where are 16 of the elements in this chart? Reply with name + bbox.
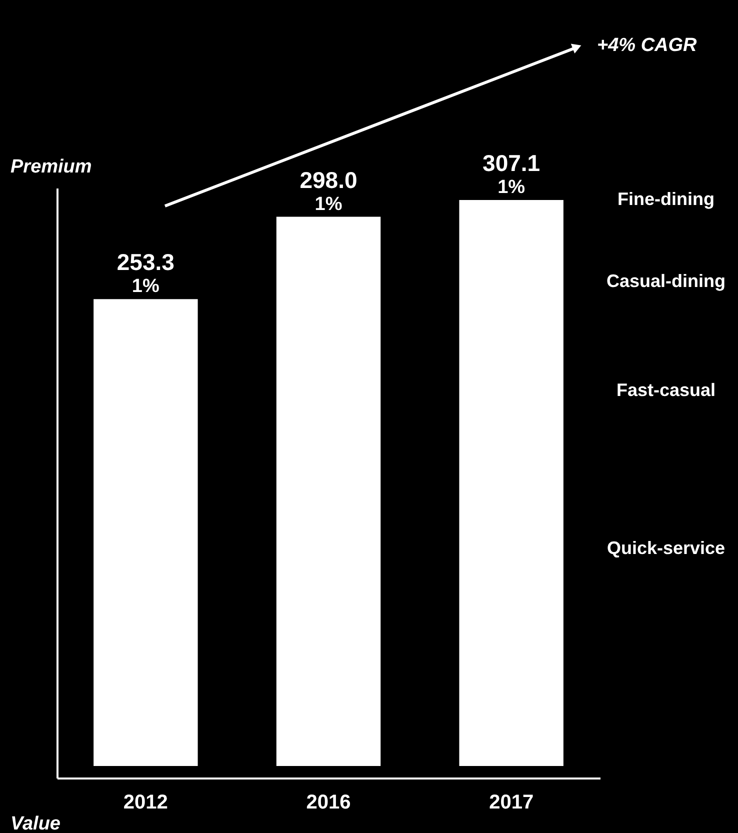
x-tick-label: 2016 [306, 792, 351, 814]
y-axis-title: Premium [10, 156, 92, 178]
data-label: 298.0 [300, 166, 358, 193]
annotation: 1% [498, 177, 526, 198]
annotation: 1% [314, 194, 342, 215]
data-label: 253.3 [116, 249, 174, 276]
x-tick-label: 2012 [123, 792, 168, 814]
data-label: 307.1 [482, 150, 540, 176]
annotation: 1% [132, 276, 160, 298]
x-tick-label: 2017 [489, 792, 534, 814]
text: Quick-service [606, 538, 726, 558]
text: Casual-dining [606, 271, 726, 291]
text: +4% CAGR [597, 35, 698, 56]
x-axis-title: Value [10, 814, 61, 833]
text: Fine-dining [618, 189, 714, 209]
text: Fast-casual [616, 380, 716, 400]
